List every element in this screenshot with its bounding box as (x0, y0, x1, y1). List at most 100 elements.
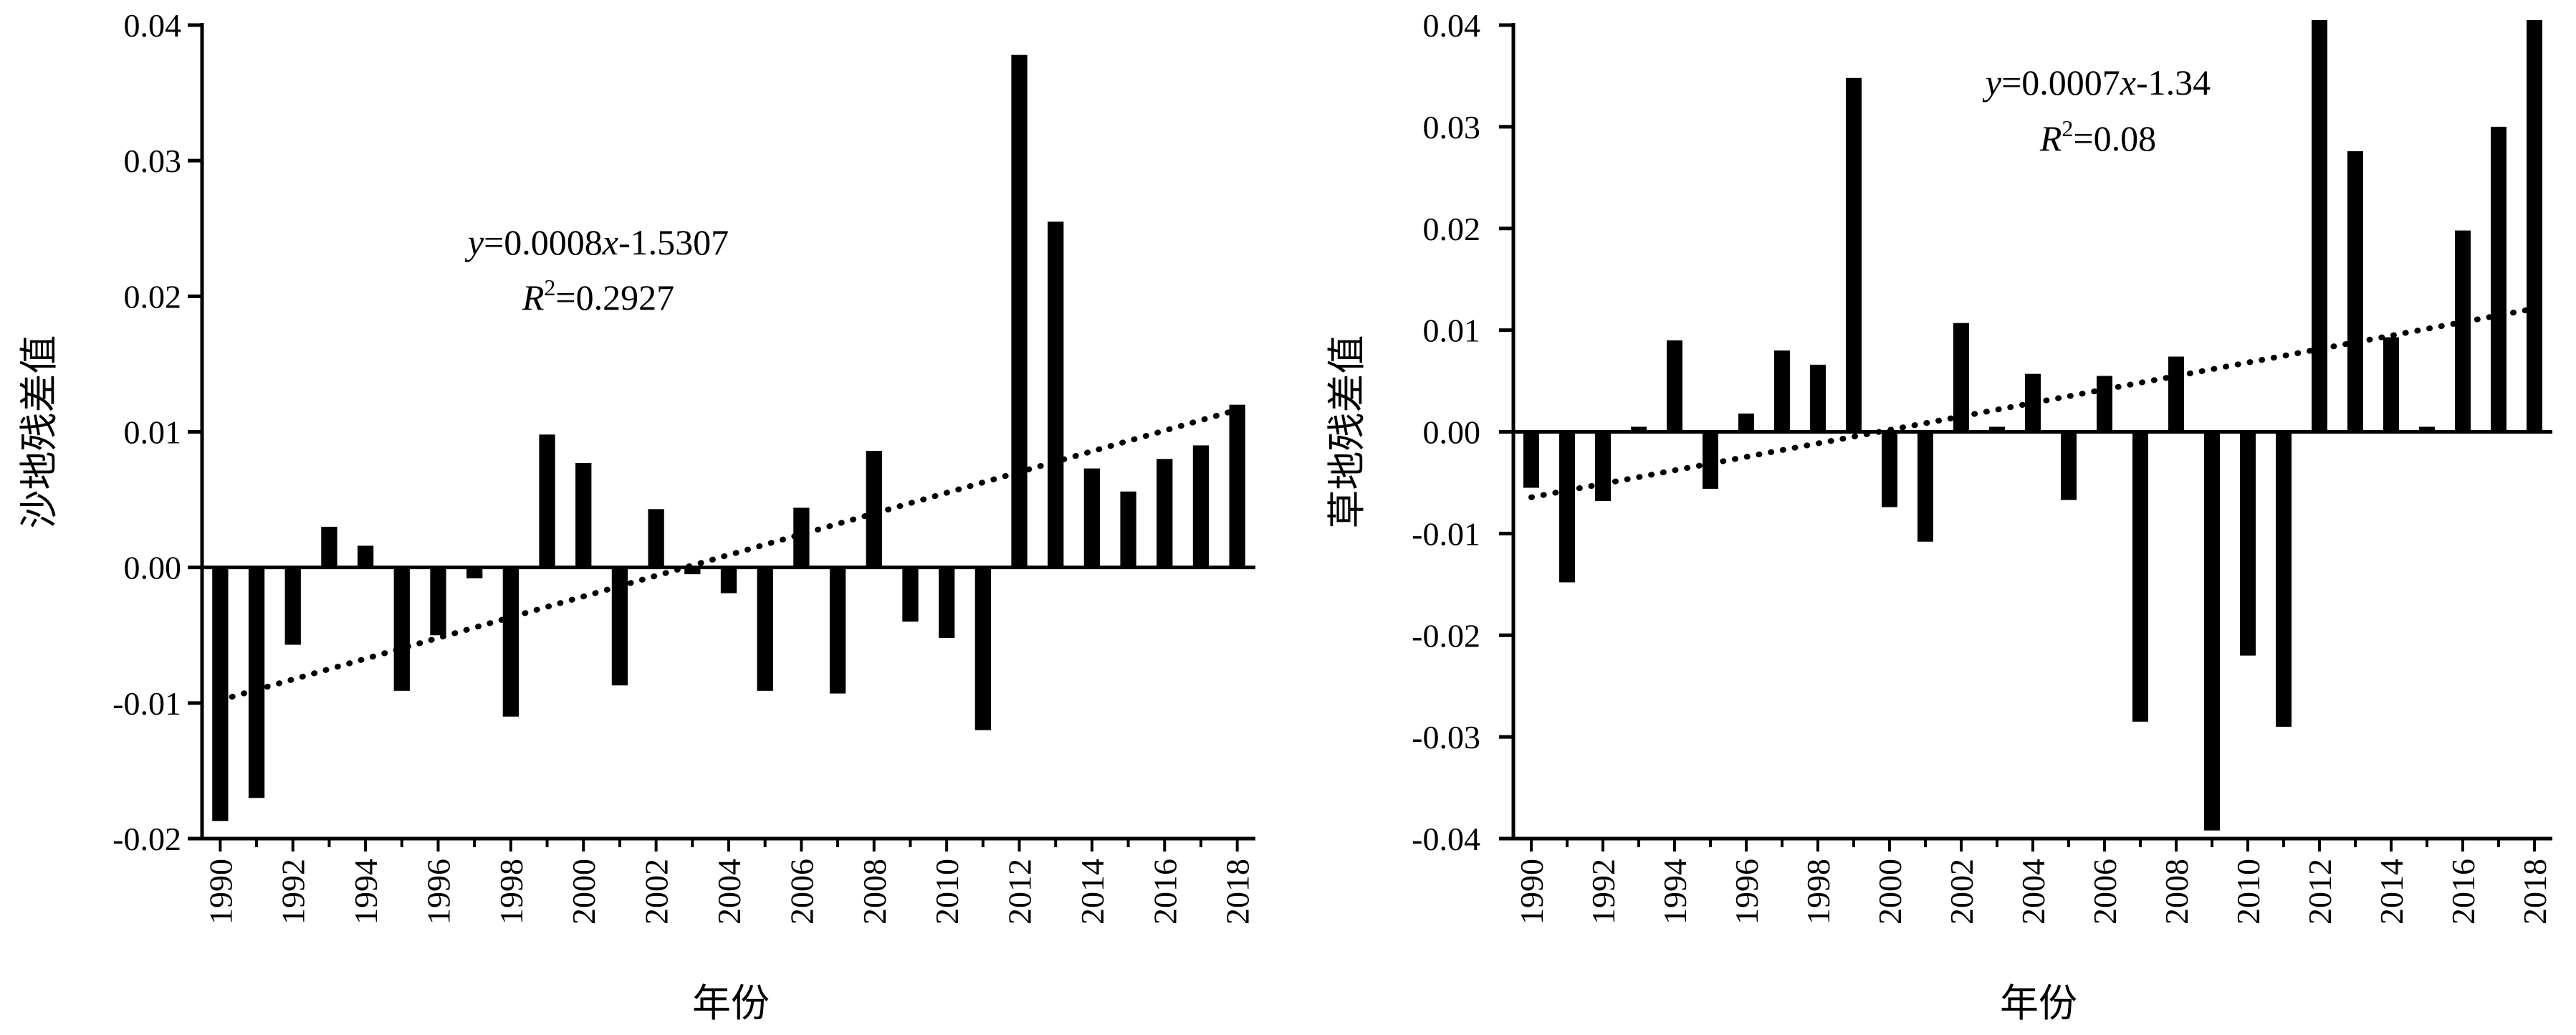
chart1-bar-1991 (1559, 431, 1575, 583)
chart1-equation: y=0.0007x-1.34 (1982, 62, 2211, 102)
chart1-x-axis-title: 年份 (2000, 982, 2077, 1025)
chart1-x-tick-label: 2002 (1943, 859, 1980, 925)
chart0-bar-2005 (757, 567, 773, 691)
chart1-x-tick-label: 1992 (1585, 859, 1622, 925)
chart0-x-tick-label: 2016 (1146, 859, 1183, 925)
chart1-panel: -0.04 -0.03 -0.02 -0.01 0.00 0.01 0.02 0.03 0.04… (1326, 7, 2553, 1025)
chart1-y-tick-label: -0.01 (1412, 515, 1480, 552)
chart1-bar-2008 (2168, 356, 2184, 432)
chart0-x-tick-label: 2002 (638, 859, 675, 925)
chart0-bar-2015 (1120, 491, 1136, 568)
chart1-x-tick-label: 2006 (2087, 859, 2123, 925)
chart1-x-tick-label: 1998 (1800, 859, 1837, 925)
chart1-bar-2012 (2312, 19, 2327, 432)
chart0-bar-1993 (321, 526, 337, 568)
chart0-r-squared: R2=0.2927 (522, 275, 674, 318)
chart1-y-tick-label: 0.04 (1423, 7, 1481, 44)
chart0-bar-2017 (1192, 445, 1210, 568)
chart0-bar-2000 (575, 463, 592, 568)
chart1-y-tick-label: -0.02 (1412, 617, 1480, 654)
chart1-bar-1995 (1703, 431, 1718, 489)
chart1-x-tick-label: 2004 (2015, 859, 2051, 925)
chart1-bar-2000 (1882, 431, 1897, 507)
chart1-bar-1990 (1523, 431, 1539, 488)
chart0-bar-1997 (466, 567, 483, 578)
chart1-y-tick-label: 0.02 (1423, 211, 1481, 247)
chart0-bar-2011 (975, 567, 991, 730)
chart1-bar-2007 (2132, 431, 2148, 722)
chart1-bar-2011 (2276, 431, 2292, 727)
chart1-y-tick-label: 0.01 (1423, 313, 1481, 349)
chart1-x-tick-label: 1994 (1657, 859, 1693, 925)
chart0-bar-1995 (393, 567, 410, 691)
chart0-bar-1994 (357, 545, 374, 568)
chart1-trend-line (1528, 305, 2537, 500)
chart0-bar-2004 (720, 567, 737, 593)
chart0-bar-1999 (539, 434, 555, 568)
chart0-x-axis-title: 年份 (692, 982, 770, 1025)
chart1-bar-2018 (2527, 19, 2542, 432)
chart0-y-tick-label: -0.02 (112, 821, 181, 857)
chart1-bar-2016 (2455, 230, 2471, 432)
chart0-y-tick-label: -0.01 (112, 685, 181, 722)
chart1-x-tick-label: 2008 (2158, 859, 2195, 925)
chart0-bar-2002 (648, 509, 664, 568)
chart1-y-tick-label: -0.03 (1412, 719, 1480, 755)
chart0-bar-2008 (866, 450, 882, 568)
chart0-y-axis-title: 沙地残差值 (18, 335, 61, 529)
chart1-bar-2002 (1953, 323, 1969, 432)
chart0-bar-2013 (1048, 221, 1064, 568)
chart0-bar-1990 (212, 567, 229, 821)
chart0-x-tick-label: 2010 (929, 859, 965, 925)
chart1-bar-1996 (1738, 413, 1754, 432)
chart0-x-tick-label: 2006 (783, 859, 820, 925)
chart1-x-tick-label: 1990 (1513, 859, 1550, 925)
chart0-x-tick-label: 2014 (1074, 859, 1111, 925)
chart0-bar-1998 (502, 567, 519, 717)
chart1-bar-2003 (1989, 426, 2005, 432)
chart0-bar-2016 (1157, 459, 1173, 568)
chart1-x-tick-label: 2012 (2302, 859, 2338, 925)
chart0-bar-2007 (829, 567, 846, 694)
chart0-y-tick-label: 0.02 (124, 278, 182, 315)
chart1-bar-2013 (2347, 151, 2363, 432)
chart1-x-tick-label: 1996 (1728, 859, 1765, 925)
chart1-bar-1994 (1667, 340, 1682, 432)
chart1-bar-1993 (1631, 426, 1647, 432)
chart1-bar-2006 (2097, 376, 2112, 432)
chart0-x-tick-label: 1994 (348, 859, 384, 925)
chart0-y-tick-label: 0.00 (124, 550, 182, 586)
chart1-x-tick-label: 2010 (2230, 859, 2266, 925)
chart0-x-tick-label: 1992 (275, 859, 312, 925)
chart0-x-tick-label: 2018 (1220, 859, 1256, 925)
chart0-bar-2018 (1229, 404, 1245, 568)
chart1-bar-1998 (1810, 364, 1826, 432)
chart0-x-tick-label: 2008 (856, 859, 893, 925)
chart0-bar-1992 (284, 567, 301, 645)
chart1-x-tick-label: 2018 (2517, 859, 2553, 925)
chart0-bar-2010 (938, 567, 955, 639)
chart0-panel: -0.02 -0.01 0.00 0.01 0.02 0.03 0.04 1990 1992 19… (18, 7, 1256, 1025)
chart1-r-squared: R2=0.08 (2039, 115, 2156, 158)
chart1-bar-1992 (1595, 431, 1611, 501)
chart1-x-tick-label: 2000 (1872, 859, 1908, 925)
chart1-y-tick-label: 0.03 (1423, 109, 1481, 146)
chart0-x-tick-label: 2012 (1002, 859, 1038, 925)
chart1-bar-2005 (2061, 431, 2077, 500)
chart0-bar-2009 (902, 567, 919, 622)
chart0-x-tick-label: 1990 (202, 859, 239, 925)
chart0-bar-2012 (1011, 54, 1028, 568)
chart0-y-tick-label: 0.03 (124, 143, 182, 179)
chart0-bar-2006 (793, 507, 810, 568)
chart0-bar-2003 (684, 567, 701, 575)
chart1-y-axis-title: 草地残差值 (1326, 335, 1369, 529)
chart0-x-tick-label: 2004 (711, 859, 747, 925)
chart1-bar-2001 (1917, 431, 1933, 542)
chart0-x-tick-label: 2000 (565, 859, 602, 925)
chart1-x-tick-label: 2016 (2445, 859, 2481, 925)
chart1-bar-1999 (1846, 77, 1862, 432)
chart0-bar-1996 (430, 567, 446, 636)
chart0-equation: y=0.0008x-1.5307 (464, 222, 729, 262)
